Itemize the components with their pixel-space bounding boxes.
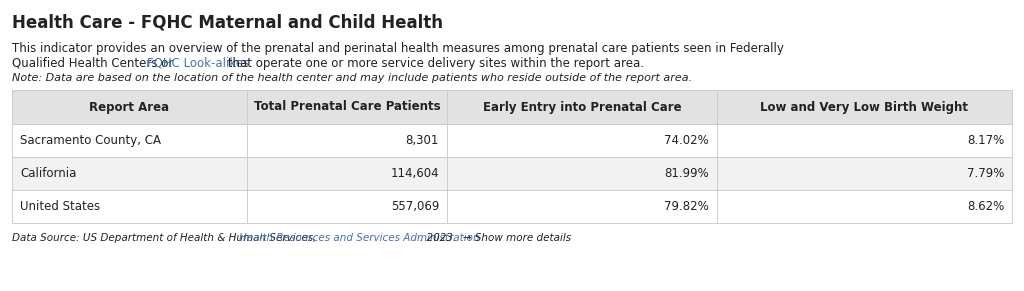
Bar: [12, 124, 1012, 157]
Bar: [12, 157, 1012, 190]
Text: 81.99%: 81.99%: [665, 167, 709, 180]
Text: 8.17%: 8.17%: [967, 134, 1004, 147]
Text: 8,301: 8,301: [406, 134, 439, 147]
Text: California: California: [20, 167, 77, 180]
Text: Report Area: Report Area: [89, 100, 170, 113]
Text: Health Care - FQHC Maternal and Child Health: Health Care - FQHC Maternal and Child He…: [12, 14, 443, 32]
Text: 114,604: 114,604: [390, 167, 439, 180]
Text: 557,069: 557,069: [390, 200, 439, 213]
Text: Total Prenatal Care Patients: Total Prenatal Care Patients: [254, 100, 440, 113]
Text: 8.62%: 8.62%: [967, 200, 1004, 213]
Bar: [12, 90, 1012, 124]
Text: Data Source: US Department of Health & Human Services,: Data Source: US Department of Health & H…: [12, 233, 319, 243]
Text: Low and Very Low Birth Weight: Low and Very Low Birth Weight: [761, 100, 969, 113]
Text: . 2023.  → Show more details: . 2023. → Show more details: [420, 233, 571, 243]
Text: FQHC Look-alikes: FQHC Look-alikes: [147, 57, 249, 70]
Text: 7.79%: 7.79%: [967, 167, 1004, 180]
Text: Health Resources and Services Administration: Health Resources and Services Administra…: [239, 233, 479, 243]
Text: Sacramento County, CA: Sacramento County, CA: [20, 134, 161, 147]
Text: This indicator provides an overview of the prenatal and perinatal health measure: This indicator provides an overview of t…: [12, 42, 784, 55]
Text: 79.82%: 79.82%: [665, 200, 709, 213]
Text: Note: Data are based on the location of the health center and may include patien: Note: Data are based on the location of …: [12, 73, 692, 83]
Text: United States: United States: [20, 200, 100, 213]
Text: Early Entry into Prenatal Care: Early Entry into Prenatal Care: [482, 100, 681, 113]
Text: that operate one or more service delivery sites within the report area.: that operate one or more service deliver…: [224, 57, 644, 70]
Text: Qualified Health Centers or: Qualified Health Centers or: [12, 57, 177, 70]
Bar: [12, 190, 1012, 223]
Text: 74.02%: 74.02%: [665, 134, 709, 147]
